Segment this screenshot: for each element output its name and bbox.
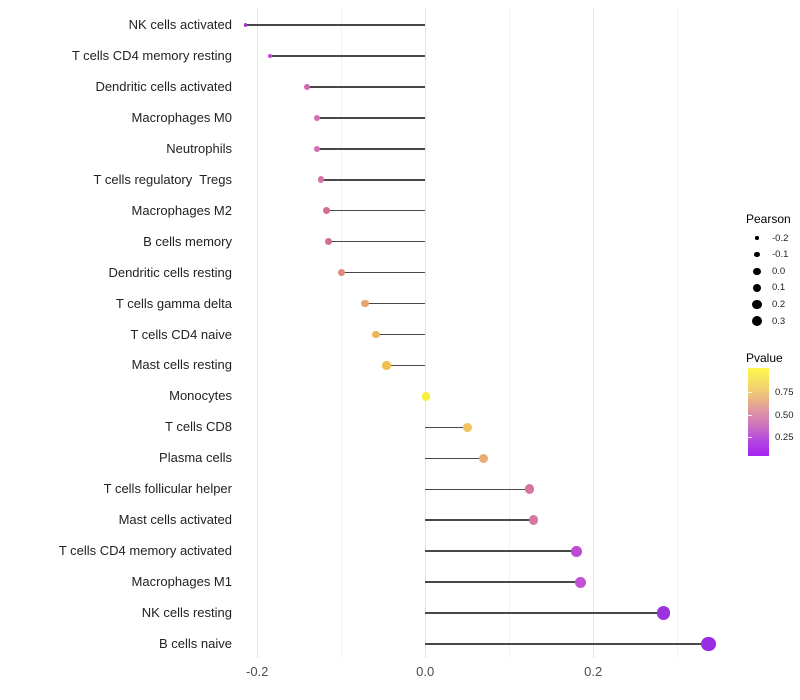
- gridline-minor: [340, 8, 342, 658]
- pearson-legend-dot: [755, 236, 759, 240]
- y-axis-label: Neutrophils: [166, 140, 232, 156]
- y-axis-label: NK cells resting: [141, 605, 232, 621]
- lollipop-stem: [425, 550, 577, 552]
- x-tick-label: 0.0: [416, 664, 435, 679]
- y-axis-label: T cells CD8: [165, 419, 232, 435]
- lollipop-stem: [425, 519, 534, 521]
- gridline-major: [424, 8, 426, 658]
- lollipop-stem: [425, 488, 530, 490]
- gridline-major: [256, 8, 258, 658]
- lollipop-stem: [425, 643, 709, 645]
- lollipop-dot: [243, 23, 248, 27]
- pearson-legend-dot: [752, 299, 762, 310]
- y-axis-label: Dendritic cells activated: [95, 78, 232, 94]
- y-axis-label: Macrophages M1: [131, 574, 232, 590]
- lollipop-dot: [317, 176, 325, 184]
- lollipop-stem: [328, 240, 426, 243]
- lollipop-stem: [321, 179, 426, 181]
- pearson-legend-dot: [751, 315, 763, 327]
- pearson-legend-title: Pearson: [746, 212, 791, 226]
- y-axis-label: Macrophages M2: [131, 202, 232, 218]
- gridline-minor: [508, 8, 510, 658]
- lollipop-stem: [364, 302, 426, 305]
- y-axis-label: T cells gamma delta: [115, 295, 232, 311]
- y-axis-label: T cells CD4 memory resting: [71, 47, 232, 63]
- lollipop-dot: [371, 330, 380, 339]
- gridline-minor: [676, 8, 678, 658]
- pearson-legend-label: 0.0: [772, 265, 786, 277]
- y-axis-label: Plasma cells: [159, 450, 232, 466]
- lollipop-dot: [575, 576, 587, 588]
- lollipop-stem: [306, 86, 426, 88]
- x-tick-label: -0.2: [245, 664, 269, 679]
- lollipop-stem: [245, 24, 426, 26]
- pearson-legend-label: -0.2: [772, 232, 789, 244]
- y-axis-label: T cells regulatory Tregs: [93, 171, 232, 187]
- pearson-legend-dot: [752, 283, 762, 293]
- lollipop-stem: [386, 364, 426, 367]
- y-axis-label: T cells CD4 naive: [130, 326, 232, 342]
- lollipop-dot: [700, 636, 716, 652]
- lollipop-dot: [524, 484, 535, 495]
- pearson-legend-label: -0.1: [772, 249, 789, 261]
- pvalue-tick-mark: [748, 392, 752, 393]
- y-axis-label: Dendritic cells resting: [108, 264, 232, 280]
- lollipop-dot: [421, 392, 431, 401]
- x-tick-label: 0.2: [584, 664, 603, 679]
- y-axis-label: T cells follicular helper: [103, 481, 232, 497]
- lollipop-stem: [375, 333, 426, 336]
- lollipop-dot: [382, 361, 391, 370]
- lollipop-dot: [337, 269, 345, 277]
- y-axis-label: Mast cells activated: [118, 512, 232, 528]
- y-axis-label: Monocytes: [169, 388, 232, 404]
- lollipop-stem: [316, 117, 426, 119]
- pearson-legend-label: 0.3: [772, 315, 786, 327]
- lollipop-dot: [303, 83, 310, 90]
- pearson-legend-label: 0.2: [772, 298, 786, 310]
- lollipop-stem: [326, 209, 426, 212]
- lollipop-dot: [325, 238, 333, 246]
- pvalue-legend-title: Pvalue: [746, 351, 783, 365]
- pearson-legend-dot: [753, 267, 761, 275]
- lollipop-stem: [316, 148, 426, 150]
- lollipop-dot: [528, 515, 539, 526]
- lollipop-dot: [478, 453, 488, 463]
- pvalue-tick-label: 0.75: [775, 386, 794, 398]
- y-axis-label: B cells memory: [143, 233, 232, 249]
- gridline-major: [592, 8, 594, 658]
- pvalue-tick-mark: [748, 415, 752, 416]
- lollipop-dot: [313, 114, 321, 122]
- y-axis-label: T cells CD4 memory activated: [58, 543, 232, 559]
- lollipop-dot: [267, 53, 273, 59]
- lollipop-stem: [269, 55, 426, 57]
- lollipop-dot: [462, 422, 472, 432]
- y-axis-label: Macrophages M0: [131, 109, 232, 125]
- lollipop-dot: [313, 145, 321, 153]
- pearson-legend-dot: [754, 251, 760, 258]
- lollipop-stem: [425, 612, 664, 614]
- lollipop-stem: [425, 426, 468, 429]
- lollipop-dot: [657, 606, 671, 620]
- y-axis-label: Mast cells resting: [131, 357, 232, 373]
- lollipop-stem: [341, 271, 426, 274]
- lollipop-dot: [360, 299, 369, 308]
- y-axis-label: B cells naive: [159, 636, 232, 651]
- pvalue-gradient-bar: [748, 368, 769, 456]
- lollipop-dot: [323, 207, 331, 215]
- lollipop-dot: [571, 545, 582, 557]
- lollipop-stem: [425, 581, 581, 583]
- lollipop-stem: [425, 457, 484, 460]
- pvalue-tick-label: 0.50: [775, 409, 794, 421]
- pvalue-tick-label: 0.25: [775, 431, 794, 443]
- y-axis-label: NK cells activated: [128, 17, 232, 32]
- pearson-legend-label: 0.1: [772, 282, 786, 294]
- pvalue-tick-mark: [748, 437, 752, 438]
